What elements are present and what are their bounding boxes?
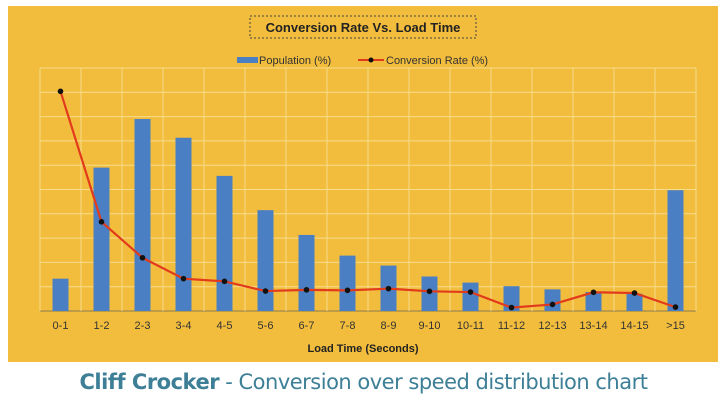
x-tick-label: 7-8 (340, 320, 356, 332)
chart: Conversion Rate Vs. Load Time Population… (8, 6, 718, 362)
caption: Cliff Crocker - Conversion over speed di… (0, 370, 727, 394)
bar-14-15 (626, 293, 643, 311)
x-tick-label: 1-2 (94, 320, 110, 332)
x-tick-label: 10-11 (457, 320, 484, 332)
conversion-point-8-9 (385, 285, 392, 292)
conversion-point-9-10 (426, 288, 433, 295)
x-tick-label: 12-13 (538, 320, 566, 332)
caption-text: Conversion over speed distribution chart (238, 370, 648, 394)
bar-10-11 (462, 282, 479, 311)
x-tick-label: 6-7 (299, 320, 315, 332)
bar-11-12 (503, 286, 520, 311)
conversion-point-5-6 (262, 288, 269, 294)
bar-7-8 (339, 255, 356, 311)
bar-2-3 (134, 119, 151, 311)
bar-0-1 (52, 278, 69, 311)
x-tick-label: >15 (666, 320, 685, 332)
caption-author: Cliff Crocker (79, 370, 220, 394)
conversion-point-4-5 (221, 278, 228, 285)
conversion-rate-line (59, 90, 676, 309)
x-axis-title: Load Time (Seconds) (307, 343, 418, 355)
legend-swatch-population (237, 57, 258, 63)
x-tick-label: 14-15 (620, 320, 648, 332)
x-tick-label: 0-1 (53, 320, 69, 332)
conversion-point-0-1 (57, 88, 64, 95)
bar-12-13 (544, 289, 561, 311)
caption-separator: - (219, 370, 239, 394)
bar-1-2 (93, 167, 110, 311)
x-tick-label: 11-12 (498, 320, 525, 332)
legend-label-population: Population (%) (259, 55, 331, 67)
conversion-point-1-2 (98, 219, 105, 225)
legend-label-conversion: Conversion Rate (%) (386, 55, 488, 67)
legend: Population (%) Conversion Rate (%) (237, 55, 488, 67)
x-tick-label: 9-10 (418, 320, 440, 332)
bar->15 (667, 190, 684, 311)
conversion-point-10-11 (467, 289, 474, 295)
bar-3-4 (175, 137, 192, 311)
conversion-point-6-7 (303, 287, 310, 293)
conversion-point-13-14 (590, 289, 597, 296)
conversion-point-11-12 (508, 304, 515, 311)
conversion-point->15 (672, 304, 679, 310)
conversion-point-14-15 (631, 290, 638, 296)
title-box (249, 15, 477, 39)
bar-6-7 (298, 234, 315, 311)
conversion-point-7-8 (344, 287, 351, 294)
bar-4-5 (216, 175, 233, 311)
chart-title: Conversion Rate Vs. Load Time (266, 20, 461, 35)
x-tick-label: 5-6 (258, 320, 274, 332)
x-tick-label: 13-14 (579, 320, 607, 332)
x-tick-label: 2-3 (135, 320, 151, 332)
bar-13-14 (585, 292, 602, 311)
x-tick-label: 4-5 (217, 320, 233, 332)
conversion-point-3-4 (180, 275, 187, 282)
x-tick-label: 3-4 (176, 320, 192, 332)
x-tick-label: 8-9 (381, 320, 397, 332)
conversion-point-2-3 (139, 254, 146, 261)
conversion-point-12-13 (549, 301, 556, 308)
bar-5-6 (257, 210, 274, 311)
legend-marker-conversion (368, 57, 374, 63)
